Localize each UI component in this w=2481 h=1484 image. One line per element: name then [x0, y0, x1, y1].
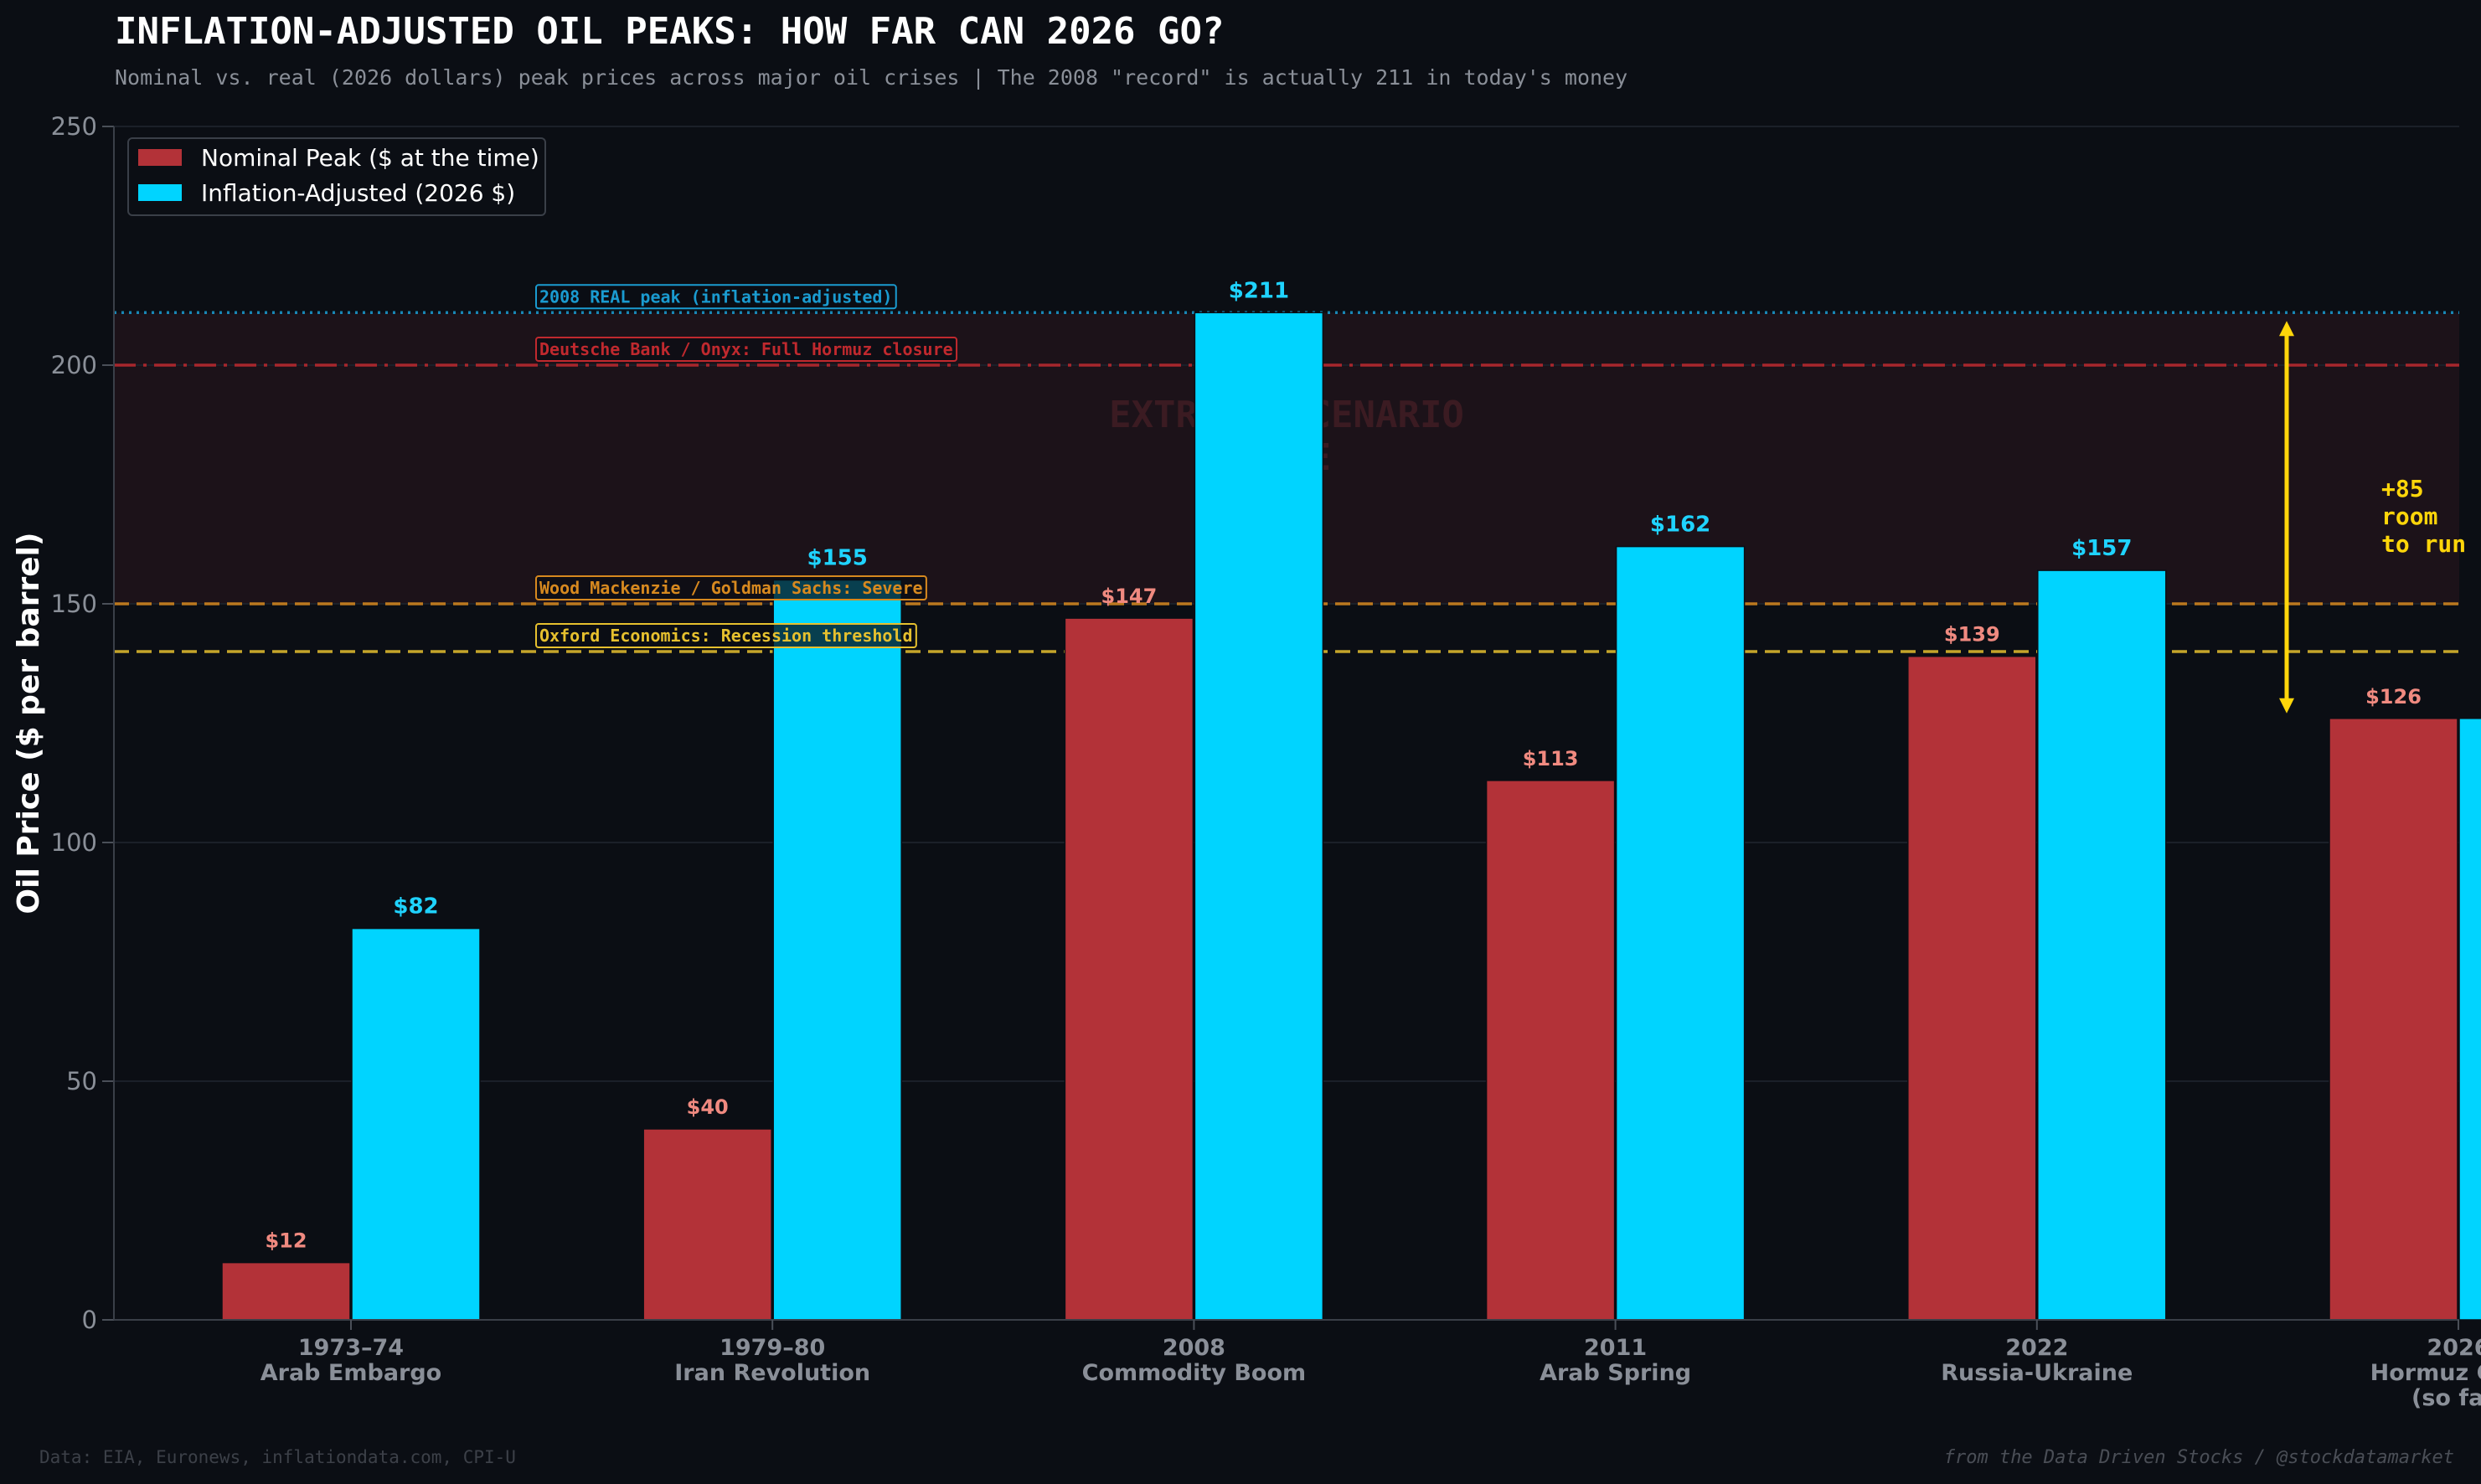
bar-value-label: $139 — [1944, 623, 2000, 647]
bar — [2037, 569, 2167, 1321]
bar — [1485, 780, 1616, 1321]
legend-box — [127, 137, 546, 216]
x-tick-label-top: 2008 — [1163, 1335, 1225, 1361]
y-tick-label: 100 — [51, 828, 97, 857]
reference-line-label-box — [535, 575, 927, 600]
reference-line-label: Wood Mackenzie / Goldman Sachs: Severe — [539, 578, 923, 598]
x-tick-label-bottom: Arab Embargo — [260, 1360, 441, 1386]
x-tick-label-bottom: Hormuz Crisis — [2370, 1360, 2481, 1386]
annotation-arrowhead-down — [2279, 698, 2294, 714]
legend-label: Inflation-Adjusted (2026 $) — [201, 179, 515, 207]
bar — [1615, 545, 1746, 1321]
x-tick-label-bottom: (so far) — [2411, 1385, 2481, 1411]
bar — [772, 579, 902, 1321]
x-tick-label-top: 2022 — [2005, 1335, 2068, 1361]
footer-credit: from the Data Driven Stocks / @stockdata… — [1944, 1447, 2454, 1468]
bar — [1194, 312, 1324, 1321]
bar-value-label: $82 — [393, 894, 438, 920]
y-tick-label: 200 — [51, 351, 97, 379]
x-tick-label-top: 1973–74 — [298, 1335, 404, 1361]
annotation-arrowhead-up — [2279, 321, 2294, 337]
x-tick-label-bottom: Iran Revolution — [674, 1360, 870, 1386]
bar — [2329, 718, 2458, 1321]
legend-label: Nominal Peak ($ at the time) — [201, 144, 539, 172]
bar-value-label: $157 — [2071, 536, 2132, 561]
reference-line-label-box — [535, 337, 958, 362]
legend-swatch — [138, 149, 182, 166]
reference-line-label-box — [535, 284, 897, 310]
x-tick-label-bottom: Arab Spring — [1540, 1360, 1691, 1386]
x-tick-label-bottom: Russia-Ukraine — [1941, 1360, 2133, 1386]
reference-line-label-box — [535, 623, 917, 648]
y-tick-label: 250 — [51, 112, 97, 141]
x-tick-label-top: 1979–80 — [720, 1335, 825, 1361]
annotation-label: +85 — [2381, 475, 2424, 502]
bar — [2458, 718, 2481, 1321]
footer-source: Data: EIA, Euronews, inflationdata.com, … — [39, 1447, 516, 1467]
reference-line-label: 2008 REAL peak (inflation-adjusted) — [539, 286, 892, 307]
reference-line-label: Deutsche Bank / Onyx: Full Hormuz closur… — [539, 339, 953, 359]
chart-title: INFLATION-ADJUSTED OIL PEAKS: HOW FAR CA… — [115, 10, 1225, 53]
bar-value-label: $211 — [1229, 278, 1289, 303]
annotation-label: room — [2381, 502, 2437, 530]
y-tick-label: 0 — [82, 1306, 97, 1334]
bar-value-label: $155 — [807, 546, 868, 571]
bar — [351, 927, 481, 1321]
annotation-label: to run — [2381, 530, 2466, 558]
bar — [221, 1261, 351, 1321]
bar-value-label: $147 — [1101, 585, 1158, 608]
bar-value-label: $40 — [687, 1095, 729, 1119]
y-tick-label: 150 — [51, 590, 97, 618]
bar-value-label: $162 — [1650, 513, 1710, 538]
bar-value-label: $113 — [1523, 747, 1579, 770]
x-tick-label-top: 2026 — [2427, 1335, 2481, 1361]
bar — [642, 1128, 772, 1321]
bar-value-label: $126 — [2365, 685, 2422, 709]
legend-swatch — [138, 184, 182, 201]
y-tick-label: 50 — [66, 1067, 97, 1095]
y-axis-label: Oil Price ($ per barrel) — [12, 533, 46, 915]
chart-subtitle: Nominal vs. real (2026 dollars) peak pri… — [115, 65, 1627, 90]
bar — [1907, 655, 2037, 1321]
bar-value-label: $12 — [265, 1229, 307, 1253]
x-tick-label-bottom: Commodity Boom — [1082, 1360, 1306, 1386]
bar — [1064, 617, 1194, 1321]
x-tick-label-top: 2011 — [1584, 1335, 1647, 1361]
reference-line-label: Oxford Economics: Recession threshold — [539, 626, 913, 646]
